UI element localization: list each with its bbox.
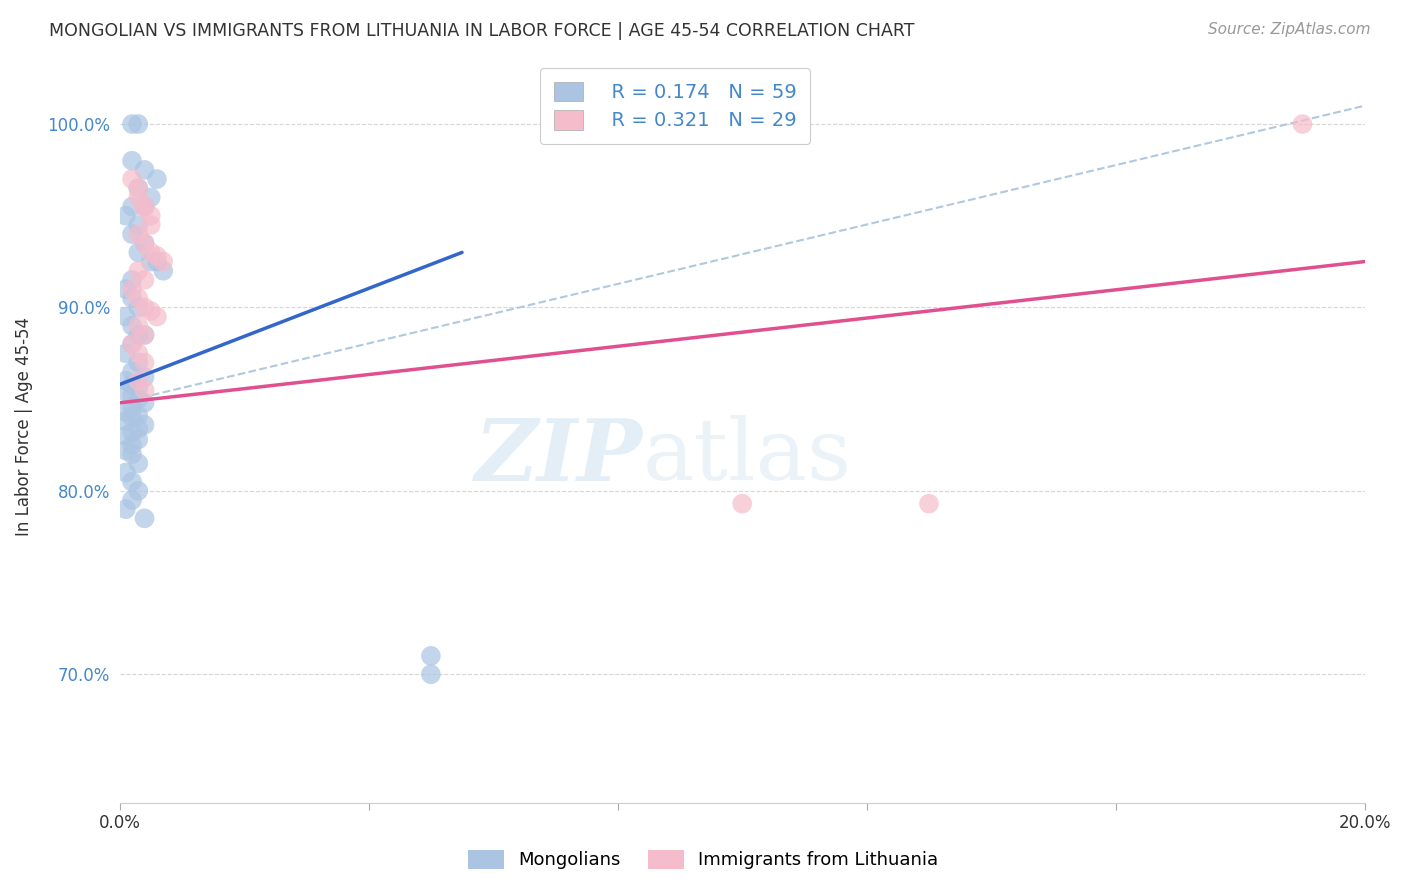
Point [731, 497, 754, 511]
Point [114, 374, 136, 388]
Point [127, 433, 149, 447]
Point [114, 429, 136, 443]
Point [121, 227, 143, 241]
Point [139, 209, 162, 223]
Y-axis label: In Labor Force | Age 45-54: In Labor Force | Age 45-54 [15, 318, 32, 536]
Point [127, 190, 149, 204]
Point [134, 162, 156, 177]
Point [152, 264, 174, 278]
Point [134, 355, 156, 369]
Point [152, 254, 174, 268]
Point [134, 396, 156, 410]
Point [121, 447, 143, 461]
Point [127, 218, 149, 232]
Point [127, 181, 149, 195]
Point [114, 310, 136, 324]
Point [127, 264, 149, 278]
Legend: Mongolians, Immigrants from Lithuania: Mongolians, Immigrants from Lithuania [458, 841, 948, 879]
Point [121, 337, 143, 351]
Point [114, 443, 136, 458]
Point [419, 648, 441, 663]
Point [121, 438, 143, 452]
Point [114, 209, 136, 223]
Point [146, 249, 169, 263]
Point [146, 254, 169, 268]
Legend:   R = 0.174   N = 59,   R = 0.321   N = 29: R = 0.174 N = 59, R = 0.321 N = 29 [540, 68, 810, 144]
Point [134, 370, 156, 384]
Point [121, 291, 143, 305]
Point [134, 327, 156, 342]
Point [419, 667, 441, 681]
Point [121, 117, 143, 131]
Point [1291, 117, 1313, 131]
Point [121, 273, 143, 287]
Point [134, 327, 156, 342]
Point [134, 200, 156, 214]
Point [139, 218, 162, 232]
Point [139, 190, 162, 204]
Point [127, 456, 149, 470]
Point [121, 425, 143, 439]
Point [127, 381, 149, 395]
Point [121, 377, 143, 392]
Point [127, 318, 149, 333]
Point [114, 405, 136, 419]
Point [114, 466, 136, 480]
Point [121, 388, 143, 402]
Point [114, 384, 136, 399]
Text: atlas: atlas [643, 415, 852, 499]
Point [918, 497, 941, 511]
Point [127, 181, 149, 195]
Point [127, 346, 149, 360]
Text: MONGOLIAN VS IMMIGRANTS FROM LITHUANIA IN LABOR FORCE | AGE 45-54 CORRELATION CH: MONGOLIAN VS IMMIGRANTS FROM LITHUANIA I… [49, 22, 915, 40]
Point [134, 236, 156, 251]
Point [121, 153, 143, 168]
Point [114, 414, 136, 428]
Point [127, 327, 149, 342]
Point [139, 304, 162, 318]
Point [127, 409, 149, 423]
Point [121, 337, 143, 351]
Point [134, 511, 156, 525]
Point [127, 392, 149, 406]
Point [134, 200, 156, 214]
Point [139, 254, 162, 268]
Point [121, 410, 143, 425]
Point [127, 301, 149, 315]
Point [134, 273, 156, 287]
Point [146, 310, 169, 324]
Point [127, 291, 149, 305]
Point [127, 483, 149, 498]
Point [127, 117, 149, 131]
Point [121, 172, 143, 186]
Point [114, 502, 136, 516]
Point [134, 417, 156, 432]
Point [139, 245, 162, 260]
Point [134, 236, 156, 251]
Point [121, 493, 143, 508]
Point [127, 421, 149, 435]
Point [127, 355, 149, 369]
Text: Source: ZipAtlas.com: Source: ZipAtlas.com [1208, 22, 1371, 37]
Point [121, 282, 143, 296]
Point [127, 245, 149, 260]
Point [127, 374, 149, 388]
Point [121, 365, 143, 379]
Point [127, 227, 149, 241]
Point [134, 383, 156, 397]
Point [146, 172, 169, 186]
Point [134, 200, 156, 214]
Text: ZIP: ZIP [475, 415, 643, 499]
Point [121, 401, 143, 416]
Point [134, 301, 156, 315]
Point [114, 282, 136, 296]
Point [114, 346, 136, 360]
Point [121, 475, 143, 489]
Point [121, 200, 143, 214]
Point [121, 318, 143, 333]
